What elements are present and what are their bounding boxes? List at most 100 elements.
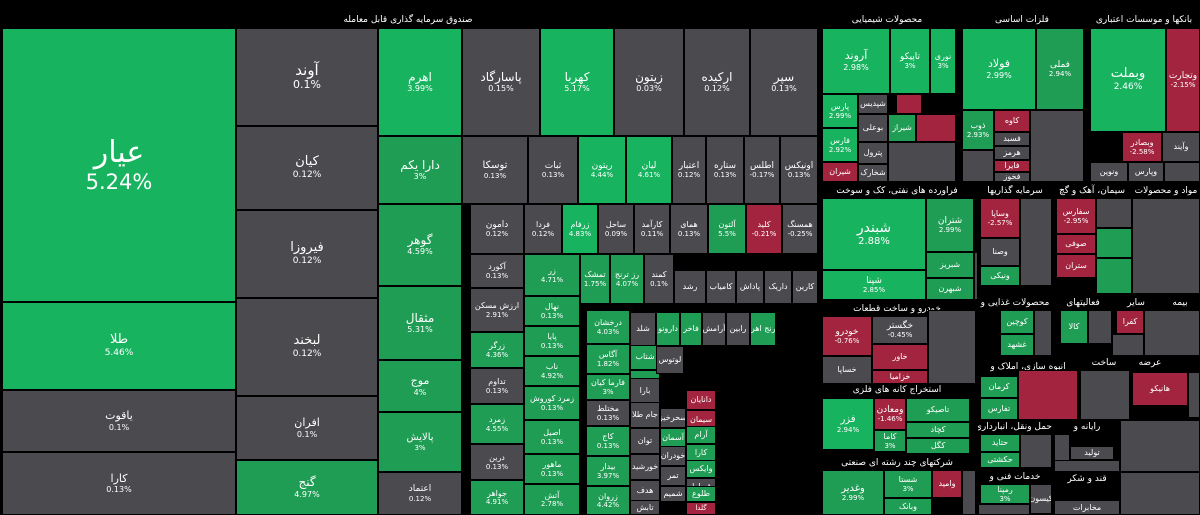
mining-symbol-tile[interactable]: تاصیکو [906,398,970,422]
etf-symbol-tile[interactable]: زرگر 4.36% [470,332,524,368]
cement-symbol-tile[interactable]: سفارس -2.95% [1056,198,1096,234]
banks-symbol-tile[interactable]: وبملت 2.46% [1090,28,1166,132]
auto-symbol-tile[interactable]: خگستر -0.45% [872,316,928,344]
etf-symbol-tile[interactable]: کاج 0.13% [586,426,630,456]
chemical-symbol-tile[interactable]: شیران [822,162,858,182]
minor-symbol-tile[interactable] [1080,370,1130,420]
etf-symbol-tile[interactable]: تداوم 0.13% [470,368,524,404]
multi-symbol-tile[interactable]: وامید [932,470,962,498]
etf-symbol-tile[interactable]: آرامش [702,312,726,346]
etf-symbol-tile[interactable]: لوتوس [656,346,684,374]
etf-symbol-tile[interactable]: کارا 0.13% [2,452,236,515]
etf-symbol-tile[interactable]: پایا 0.13% [524,326,580,356]
etf-symbol-tile[interactable]: دارا یکم 3% [378,136,462,204]
etf-symbol-tile[interactable]: هدف [630,480,660,502]
chemical-symbol-tile[interactable]: تاپیکو 3% [890,28,930,94]
etf-symbol-tile[interactable]: اطلس -0.17% [744,136,780,204]
etf-symbol-tile[interactable]: اهرم 3.99% [378,28,462,136]
cement-symbol-tile[interactable]: صوفی [1056,234,1096,254]
etf-symbol-tile[interactable]: آسمان [660,428,686,448]
petroleum-symbol-tile[interactable]: شبندر 2.88% [822,198,926,270]
etf-symbol-tile[interactable]: موج 4% [378,360,462,412]
etf-symbol-tile[interactable]: یاقوت 0.1% [2,390,236,452]
metals-symbol-tile[interactable]: فسبد [994,132,1030,146]
etf-symbol-tile[interactable]: طلوع [686,486,716,502]
petroleum-symbol-tile[interactable]: شتران 2.99% [926,198,974,252]
petroleum-symbol-tile[interactable]: شبهرن [926,278,974,300]
banks-symbol-tile[interactable]: وتجارت -2.15% [1166,28,1200,132]
food-symbol-tile[interactable]: کوچین [1000,310,1034,334]
other-symbol-tile[interactable]: کفرا [1116,310,1144,334]
etf-symbol-tile[interactable]: گنج 4.97% [236,460,378,515]
etf-symbol-tile[interactable]: کارآمد 0.11% [634,204,670,254]
etf-symbol-tile[interactable]: درین 0.13% [470,444,524,480]
mass-symbol-tile[interactable]: کرمان [980,376,1018,398]
etf-symbol-tile[interactable]: شلد [630,312,656,346]
multi-symbol-tile[interactable]: وغدیر 2.99% [822,470,884,515]
metals-symbol-tile[interactable]: فایرا [994,160,1030,172]
tech-symbol-tile[interactable]: کیسون [1030,484,1052,514]
chemical-symbol-tile[interactable]: پترول [858,142,888,164]
mining-symbol-tile[interactable]: کچاد [906,422,970,438]
etf-symbol-tile[interactable]: سحرخیز [660,408,686,428]
tech-symbol-tile[interactable]: رمپنا 3% [980,484,1030,504]
investment-symbol-tile[interactable]: وصنا [980,238,1020,266]
metals-symbol-tile[interactable]: فملی 2.94% [1036,28,1084,110]
minor-symbol-tile[interactable] [1112,334,1144,356]
etf-symbol-tile[interactable]: لبخند 0.12% [236,298,378,396]
chemical-symbol-tile[interactable]: نوری 3% [930,28,956,94]
etf-symbol-tile[interactable]: جام طلا [630,402,660,428]
etf-symbol-tile[interactable]: اعتبار 0.12% [672,136,706,204]
etf-symbol-tile[interactable]: نهال 0.13% [524,296,580,326]
metals-symbol-tile[interactable]: فخوز [994,172,1030,182]
chemical-symbol-tile[interactable]: شخارک [858,164,888,182]
metals-symbol-tile[interactable]: ذوب 2.93% [962,110,994,150]
etf-symbol-tile[interactable]: داریک [764,270,792,304]
mass-symbol-tile[interactable]: تفارس [980,398,1018,420]
offer-symbol-tile[interactable]: هانیکو [1132,372,1188,406]
etf-symbol-tile[interactable]: همای 0.13% [670,204,708,254]
minor-symbol-tile[interactable] [962,470,976,515]
transport-symbol-tile[interactable]: حتاید [980,434,1020,452]
auto-symbol-tile[interactable]: خاور [872,344,928,370]
etf-symbol-tile[interactable]: تمر [660,466,686,486]
etf-symbol-tile[interactable]: کهربا 5.17% [540,28,614,136]
pharma-symbol-tile[interactable]: کالا [1060,310,1088,344]
minor-symbol-tile[interactable] [962,150,994,182]
minor-symbol-tile[interactable] [1144,310,1200,356]
etf-symbol-tile[interactable]: رشد [674,270,706,304]
minor-symbol-tile[interactable] [916,114,956,142]
etf-symbol-tile[interactable]: آکورد 0.13% [470,254,524,288]
etf-symbol-tile[interactable]: زمرد 4.55% [470,404,524,444]
etf-symbol-tile[interactable]: اونیکس 0.13% [780,136,818,204]
etf-symbol-tile[interactable]: فاخر [680,312,702,346]
etf-symbol-tile[interactable]: تابش [630,500,660,515]
banks-symbol-tile[interactable]: وآیند [1162,132,1200,162]
etf-symbol-tile[interactable]: خودران [660,446,686,466]
etf-symbol-tile[interactable]: زرفام 4.83% [562,204,598,254]
transport-symbol-tile[interactable]: حکشتی [980,452,1020,468]
minor-symbol-tile[interactable] [1132,198,1200,294]
etf-symbol-tile[interactable]: اصیل 0.13% [524,420,580,454]
cement-symbol-tile[interactable]: ستران [1056,254,1096,278]
etf-symbol-tile[interactable]: کمند 0.1% [644,254,674,304]
chemical-symbol-tile[interactable]: آروند 2.98% [822,28,890,94]
minor-symbol-tile[interactable] [1088,310,1112,344]
etf-symbol-tile[interactable]: پالایش 3% [378,412,462,472]
etf-symbol-tile[interactable]: رز ترنج 4.07% [610,254,644,304]
minor-symbol-tile[interactable] [1018,370,1078,420]
etf-symbol-tile[interactable]: دامون 0.12% [470,204,524,254]
etf-symbol-tile[interactable]: ستاره 0.13% [706,136,744,204]
minor-symbol-tile[interactable] [1096,228,1132,258]
etf-symbol-tile[interactable]: ارکیده 0.12% [684,28,750,136]
etf-symbol-tile[interactable]: دارونو [656,312,680,346]
chemical-symbol-tile[interactable]: پارس 2.99% [822,94,858,128]
petroleum-symbol-tile[interactable]: شپنا 2.85% [822,270,926,300]
etf-symbol-tile[interactable]: ساحل 0.09% [598,204,634,254]
chemical-symbol-tile[interactable]: شیراز [888,114,916,142]
minor-symbol-tile[interactable] [1020,198,1052,286]
etf-symbol-tile[interactable]: مختلط 0.13% [586,400,630,426]
banks-symbol-tile[interactable]: ونوین [1090,162,1128,182]
petroleum-symbol-tile[interactable]: شبریز [926,252,974,278]
investment-symbol-tile[interactable]: ونیکی [980,266,1020,286]
